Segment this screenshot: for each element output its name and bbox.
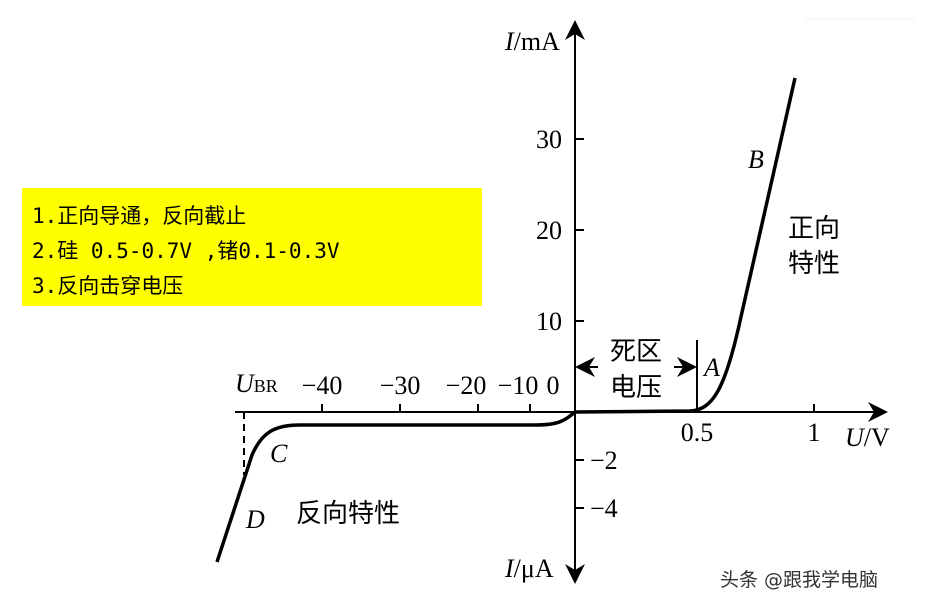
forward-curve (574, 77, 797, 414)
note-line: 3.反向击穿电压 (32, 274, 183, 298)
note-line: 2.硅 0.5-0.7V ,锗0.1-0.3V (32, 239, 340, 263)
tick-label: −10 (498, 371, 539, 400)
annotation: 死区 (610, 337, 662, 367)
tick-label: −40 (302, 371, 343, 400)
annotation: 反向特性 (296, 499, 400, 529)
tick-label: 0 (547, 371, 560, 400)
tick-label: 10 (536, 307, 562, 336)
watermark: 头条 @跟我学电脑 (720, 569, 878, 591)
annotation: 正向 (788, 214, 840, 244)
y-axis-label: I/μA (504, 554, 554, 583)
point-label: C (270, 439, 288, 468)
tick-label: −4 (590, 494, 618, 523)
annotation: 电压 (610, 373, 662, 403)
tick-label: −2 (590, 446, 618, 475)
ticks (321, 138, 815, 509)
tick-label: 1 (808, 418, 821, 447)
tick-label: 30 (536, 125, 562, 154)
tick-label: 0.5 (681, 418, 714, 447)
point-label: B (748, 145, 764, 174)
point-label: A (702, 353, 720, 382)
x-axis-label: U/V (845, 423, 890, 452)
point-label: D (245, 505, 265, 534)
annotation: 特性 (788, 249, 840, 279)
tick-label: −30 (380, 371, 421, 400)
reverse-curve (215, 410, 577, 563)
tick-label: 20 (536, 216, 562, 245)
tick-label: −20 (446, 371, 487, 400)
note-box (22, 188, 482, 306)
breakdown-label: UBR (235, 369, 278, 398)
note-line: 1.正向导通，反向截止 (32, 204, 246, 228)
y-axis-label: I/mA (504, 27, 560, 56)
